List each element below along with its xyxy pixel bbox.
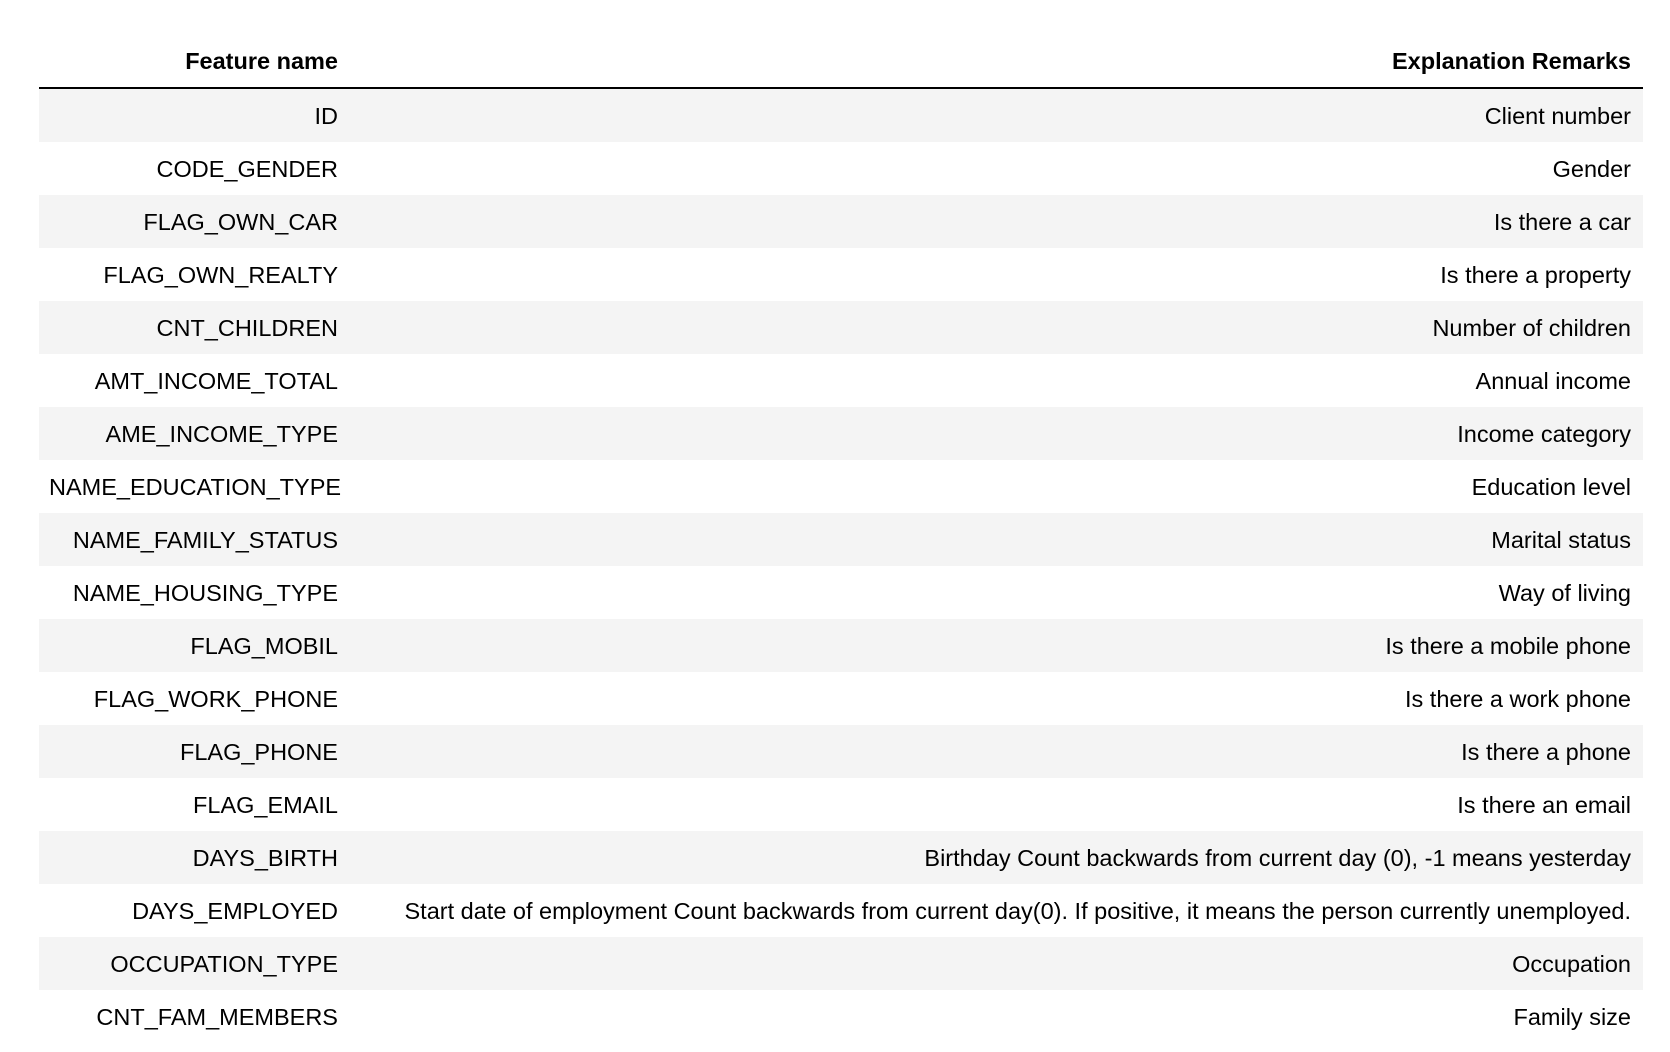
- table-row: CODE_GENDER Gender: [39, 142, 1643, 195]
- explanation-cell: Is there a mobile phone: [350, 619, 1643, 672]
- explanation-cell: Is there a work phone: [350, 672, 1643, 725]
- explanation-cell: Annual income: [350, 354, 1643, 407]
- explanation-cell: Is there an email: [350, 778, 1643, 831]
- explanation-cell: Is there a car: [350, 195, 1643, 248]
- explanation-cell: Is there a phone: [350, 725, 1643, 778]
- feature-name-cell: CNT_FAM_MEMBERS: [39, 990, 350, 1043]
- feature-name-cell: FLAG_WORK_PHONE: [39, 672, 350, 725]
- explanation-cell: Way of living: [350, 566, 1643, 619]
- feature-name-cell: FLAG_PHONE: [39, 725, 350, 778]
- explanation-cell: Marital status: [350, 513, 1643, 566]
- feature-name-cell: DAYS_EMPLOYED: [39, 884, 350, 937]
- header-explanation-remarks: Explanation Remarks: [350, 34, 1643, 89]
- feature-name-cell: FLAG_EMAIL: [39, 778, 350, 831]
- feature-name-cell: FLAG_OWN_CAR: [39, 195, 350, 248]
- table-row: AMT_INCOME_TOTAL Annual income: [39, 354, 1643, 407]
- table-row: NAME_HOUSING_TYPE Way of living: [39, 566, 1643, 619]
- table-row: NAME_FAMILY_STATUS Marital status: [39, 513, 1643, 566]
- feature-name-cell: CNT_CHILDREN: [39, 301, 350, 354]
- explanation-cell: Gender: [350, 142, 1643, 195]
- feature-name-cell: FLAG_MOBIL: [39, 619, 350, 672]
- explanation-cell: Education level: [350, 460, 1643, 513]
- feature-name-cell: AMT_INCOME_TOTAL: [39, 354, 350, 407]
- header-feature-name: Feature name: [39, 34, 350, 89]
- feature-table-container: Feature name Explanation Remarks ID Clie…: [39, 34, 1643, 1043]
- header-row: Feature name Explanation Remarks: [39, 34, 1643, 89]
- explanation-cell: Income category: [350, 407, 1643, 460]
- explanation-cell: Birthday Count backwards from current da…: [350, 831, 1643, 884]
- feature-name-cell: CODE_GENDER: [39, 142, 350, 195]
- feature-name-cell: OCCUPATION_TYPE: [39, 937, 350, 990]
- table-row: NAME_EDUCATION_TYPE Education level: [39, 460, 1643, 513]
- explanation-cell: Start date of employment Count backwards…: [350, 884, 1643, 937]
- table-row: FLAG_MOBIL Is there a mobile phone: [39, 619, 1643, 672]
- table-row: FLAG_OWN_REALTY Is there a property: [39, 248, 1643, 301]
- feature-name-cell: DAYS_BIRTH: [39, 831, 350, 884]
- table-row: ID Client number: [39, 88, 1643, 142]
- table-row: FLAG_EMAIL Is there an email: [39, 778, 1643, 831]
- table-row: CNT_FAM_MEMBERS Family size: [39, 990, 1643, 1043]
- table-row: AME_INCOME_TYPE Income category: [39, 407, 1643, 460]
- table-row: DAYS_EMPLOYED Start date of employment C…: [39, 884, 1643, 937]
- table-row: DAYS_BIRTH Birthday Count backwards from…: [39, 831, 1643, 884]
- explanation-cell: Occupation: [350, 937, 1643, 990]
- explanation-cell: Client number: [350, 88, 1643, 142]
- table-row: FLAG_PHONE Is there a phone: [39, 725, 1643, 778]
- explanation-cell: Is there a property: [350, 248, 1643, 301]
- feature-table: Feature name Explanation Remarks ID Clie…: [39, 34, 1643, 1043]
- feature-name-cell: NAME_HOUSING_TYPE: [39, 566, 350, 619]
- table-row: FLAG_OWN_CAR Is there a car: [39, 195, 1643, 248]
- feature-name-cell: AME_INCOME_TYPE: [39, 407, 350, 460]
- feature-name-cell: NAME_EDUCATION_TYPE: [39, 460, 350, 513]
- table-body: ID Client number CODE_GENDER Gender FLAG…: [39, 88, 1643, 1043]
- table-row: CNT_CHILDREN Number of children: [39, 301, 1643, 354]
- table-row: OCCUPATION_TYPE Occupation: [39, 937, 1643, 990]
- explanation-cell: Number of children: [350, 301, 1643, 354]
- explanation-cell: Family size: [350, 990, 1643, 1043]
- feature-name-cell: FLAG_OWN_REALTY: [39, 248, 350, 301]
- feature-name-cell: NAME_FAMILY_STATUS: [39, 513, 350, 566]
- table-row: FLAG_WORK_PHONE Is there a work phone: [39, 672, 1643, 725]
- feature-name-cell: ID: [39, 88, 350, 142]
